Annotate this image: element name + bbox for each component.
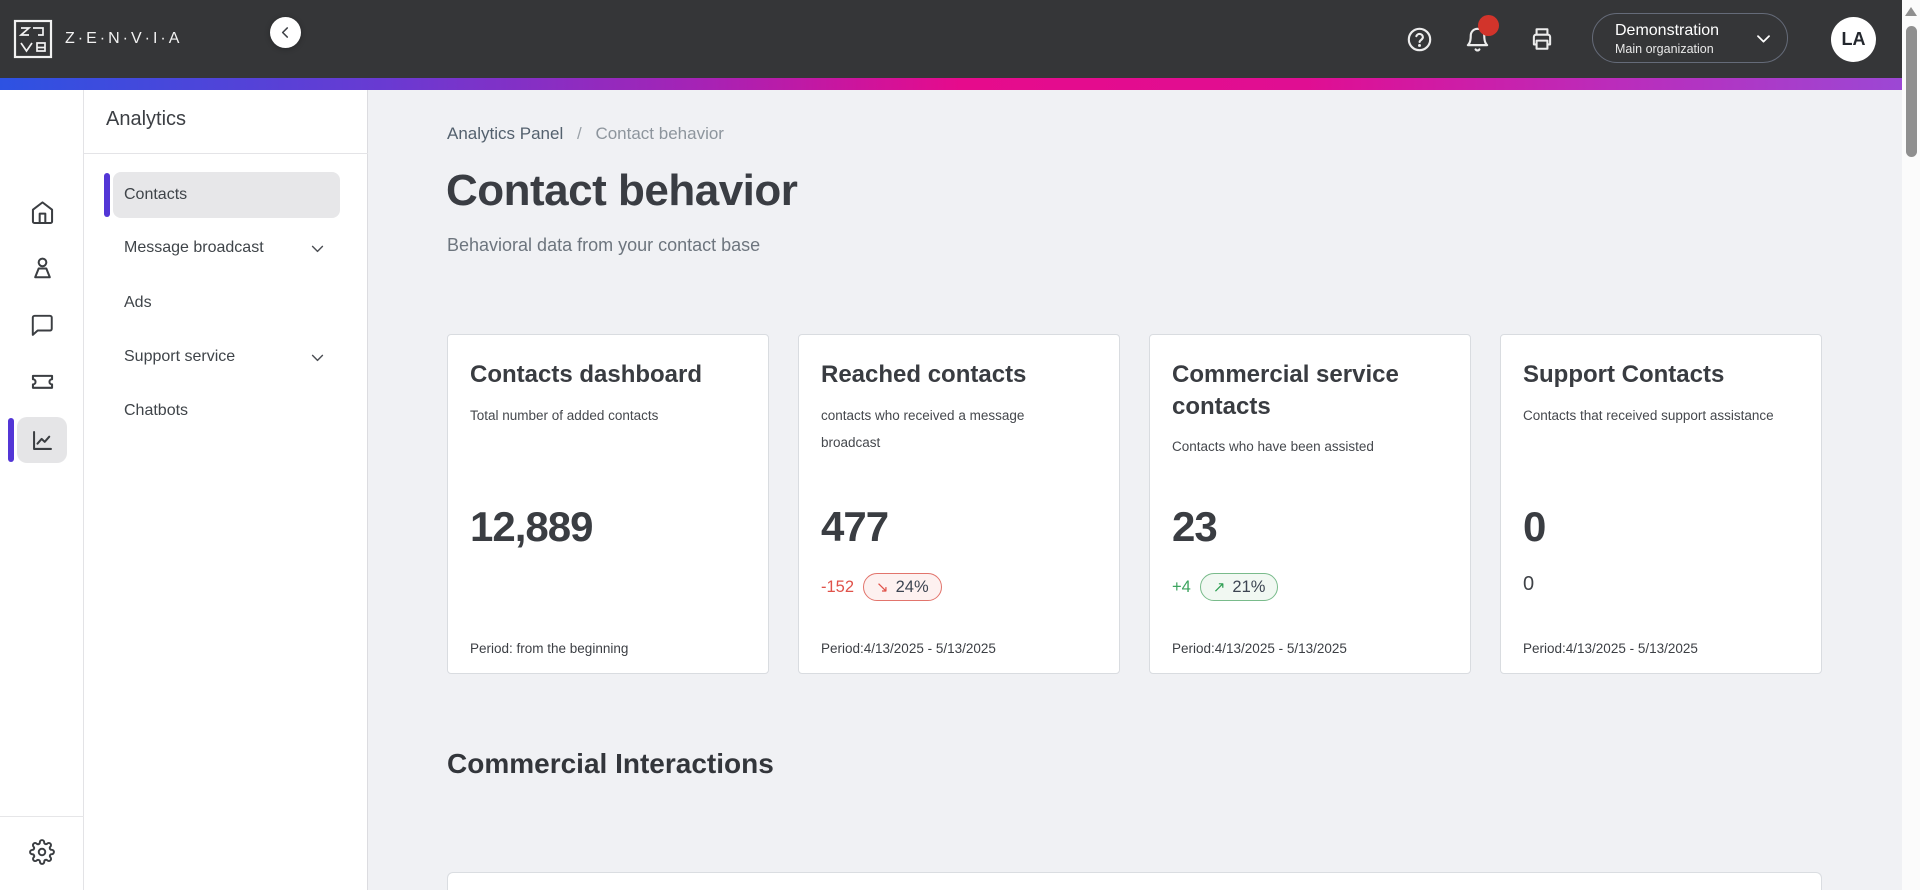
sidebar-title: Analytics xyxy=(106,108,187,130)
brand-text: Z·E·N·V·I·A xyxy=(65,30,183,47)
chevron-down-icon xyxy=(309,240,326,257)
card-period: Period: from the beginning xyxy=(470,641,629,656)
delta-value: +4 xyxy=(1172,577,1191,596)
card-description: contacts who received a message broadcas… xyxy=(821,407,1025,451)
rail-item-tickets[interactable] xyxy=(0,359,84,403)
card-title: Contacts dashboard xyxy=(470,361,703,388)
breadcrumb: Analytics Panel / Contact behavior xyxy=(447,124,724,144)
card-contacts-dashboard: Contacts dashboard Total number of added… xyxy=(447,334,769,674)
breadcrumb-separator: / xyxy=(576,124,582,143)
rail-active-indicator xyxy=(8,418,14,462)
trend-percent: 21% xyxy=(1232,577,1266,596)
organization-subtitle: Main organization xyxy=(1615,41,1714,56)
sidebar-item-label: Contacts xyxy=(124,186,188,203)
card-commercial-service-contacts: Commercial service contacts Contacts who… xyxy=(1149,334,1471,674)
card-period: Period:4/13/2025 - 5/13/2025 xyxy=(821,641,996,656)
scrollbar-thumb[interactable] xyxy=(1905,26,1917,157)
brand-gradient-bar xyxy=(0,78,1920,90)
rail-item-home[interactable] xyxy=(0,190,84,234)
card-value: 23 xyxy=(1172,503,1218,550)
rail-item-settings[interactable] xyxy=(0,830,84,874)
sidebar-item-label: Support service xyxy=(124,348,236,365)
card-value: 477 xyxy=(821,503,889,550)
chevron-down-icon xyxy=(309,349,326,366)
trend-up-icon: ↗ xyxy=(1212,578,1226,596)
page-title: Contact behavior xyxy=(446,166,798,215)
help-icon xyxy=(1406,26,1433,53)
gear-icon xyxy=(29,839,55,865)
analytics-chart-icon xyxy=(29,427,56,454)
ticket-icon xyxy=(29,368,56,395)
card-support-contacts: Support Contacts Contacts that received … xyxy=(1500,334,1822,674)
card-period: Period:4/13/2025 - 5/13/2025 xyxy=(1172,641,1347,656)
rail-divider xyxy=(0,816,84,817)
zenvia-logo-icon xyxy=(13,19,53,59)
delta-value: -152 xyxy=(821,577,855,596)
card-title: Support Contacts xyxy=(1523,361,1725,388)
sidebar-item-message-broadcast[interactable]: Message broadcast xyxy=(113,225,340,271)
section-heading-commercial-interactions: Commercial Interactions xyxy=(447,748,774,779)
chevron-down-icon xyxy=(1754,29,1773,48)
help-button[interactable] xyxy=(1398,18,1440,60)
print-button[interactable] xyxy=(1521,18,1563,60)
card-delta-row: -152 ↘ 24% xyxy=(821,573,942,601)
avatar-initials: LA xyxy=(1841,29,1866,49)
card-delta-row: +4 ↗ 21% xyxy=(1172,573,1279,601)
notification-dot xyxy=(1478,15,1499,36)
card-description: Contacts who have been assisted xyxy=(1172,439,1374,455)
sidebar-item-ads[interactable]: Ads xyxy=(113,280,340,326)
rail-item-analytics[interactable] xyxy=(0,417,84,463)
printer-icon xyxy=(1529,26,1555,52)
card-title: Reached contacts xyxy=(821,361,1027,388)
breadcrumb-current: Contact behavior xyxy=(595,124,724,143)
trend-badge-down: ↘ 24% xyxy=(863,573,942,601)
app-header: Z·E·N·V·I·A Demonst xyxy=(0,0,1920,78)
trend-badge-up: ↗ 21% xyxy=(1199,573,1279,601)
card-reached-contacts: Reached contacts contacts who received a… xyxy=(798,334,1120,674)
card-value: 12,889 xyxy=(470,503,593,550)
card-description: Contacts that received support assistanc… xyxy=(1523,407,1774,423)
person-icon xyxy=(29,255,56,282)
card-title: Commercial service contacts xyxy=(1172,361,1399,420)
kpi-cards-row: Contacts dashboard Total number of added… xyxy=(447,334,1822,674)
sidebar-active-indicator xyxy=(104,173,110,217)
rail-item-conversations[interactable] xyxy=(0,303,84,347)
organization-name: Demonstration xyxy=(1615,21,1720,39)
home-icon xyxy=(29,199,56,226)
commercial-interactions-card xyxy=(447,872,1822,890)
sidebar-collapse-button[interactable] xyxy=(270,17,301,48)
sidebar-item-label: Chatbots xyxy=(124,402,189,419)
sidebar-divider xyxy=(84,153,368,154)
card-description: Total number of added contacts xyxy=(470,407,659,423)
organization-switcher[interactable]: Demonstration Main organization xyxy=(1592,13,1788,63)
chevron-left-icon xyxy=(277,24,294,41)
sidebar-item-support-service[interactable]: Support service xyxy=(113,334,340,380)
chat-bubble-icon xyxy=(29,312,55,338)
user-avatar[interactable]: LA xyxy=(1831,17,1876,62)
sidebar-item-contacts[interactable]: Contacts xyxy=(113,172,340,218)
scrollbar-up-arrow[interactable] xyxy=(1905,7,1917,16)
sidebar-item-label: Ads xyxy=(124,294,152,311)
trend-down-icon: ↘ xyxy=(876,578,889,596)
trend-percent: 24% xyxy=(895,577,929,596)
breadcrumb-analytics-panel[interactable]: Analytics Panel xyxy=(447,124,564,143)
zenvia-logo[interactable]: Z·E·N·V·I·A xyxy=(13,19,182,59)
sidebar-item-label: Message broadcast xyxy=(124,239,264,256)
card-period: Period:4/13/2025 - 5/13/2025 xyxy=(1523,641,1698,656)
notifications-button[interactable] xyxy=(1456,15,1499,60)
icon-rail xyxy=(0,90,84,890)
card-value: 0 xyxy=(1523,503,1546,550)
rail-item-contacts[interactable] xyxy=(0,246,84,290)
card-sub-value: 0 xyxy=(1523,573,1535,595)
analytics-sidebar: Analytics Contacts Message broadcast Ads… xyxy=(84,90,368,890)
page-subtitle: Behavioral data from your contact base xyxy=(447,235,761,255)
page-scrollbar[interactable] xyxy=(1902,0,1920,890)
sidebar-item-chatbots[interactable]: Chatbots xyxy=(113,388,340,434)
